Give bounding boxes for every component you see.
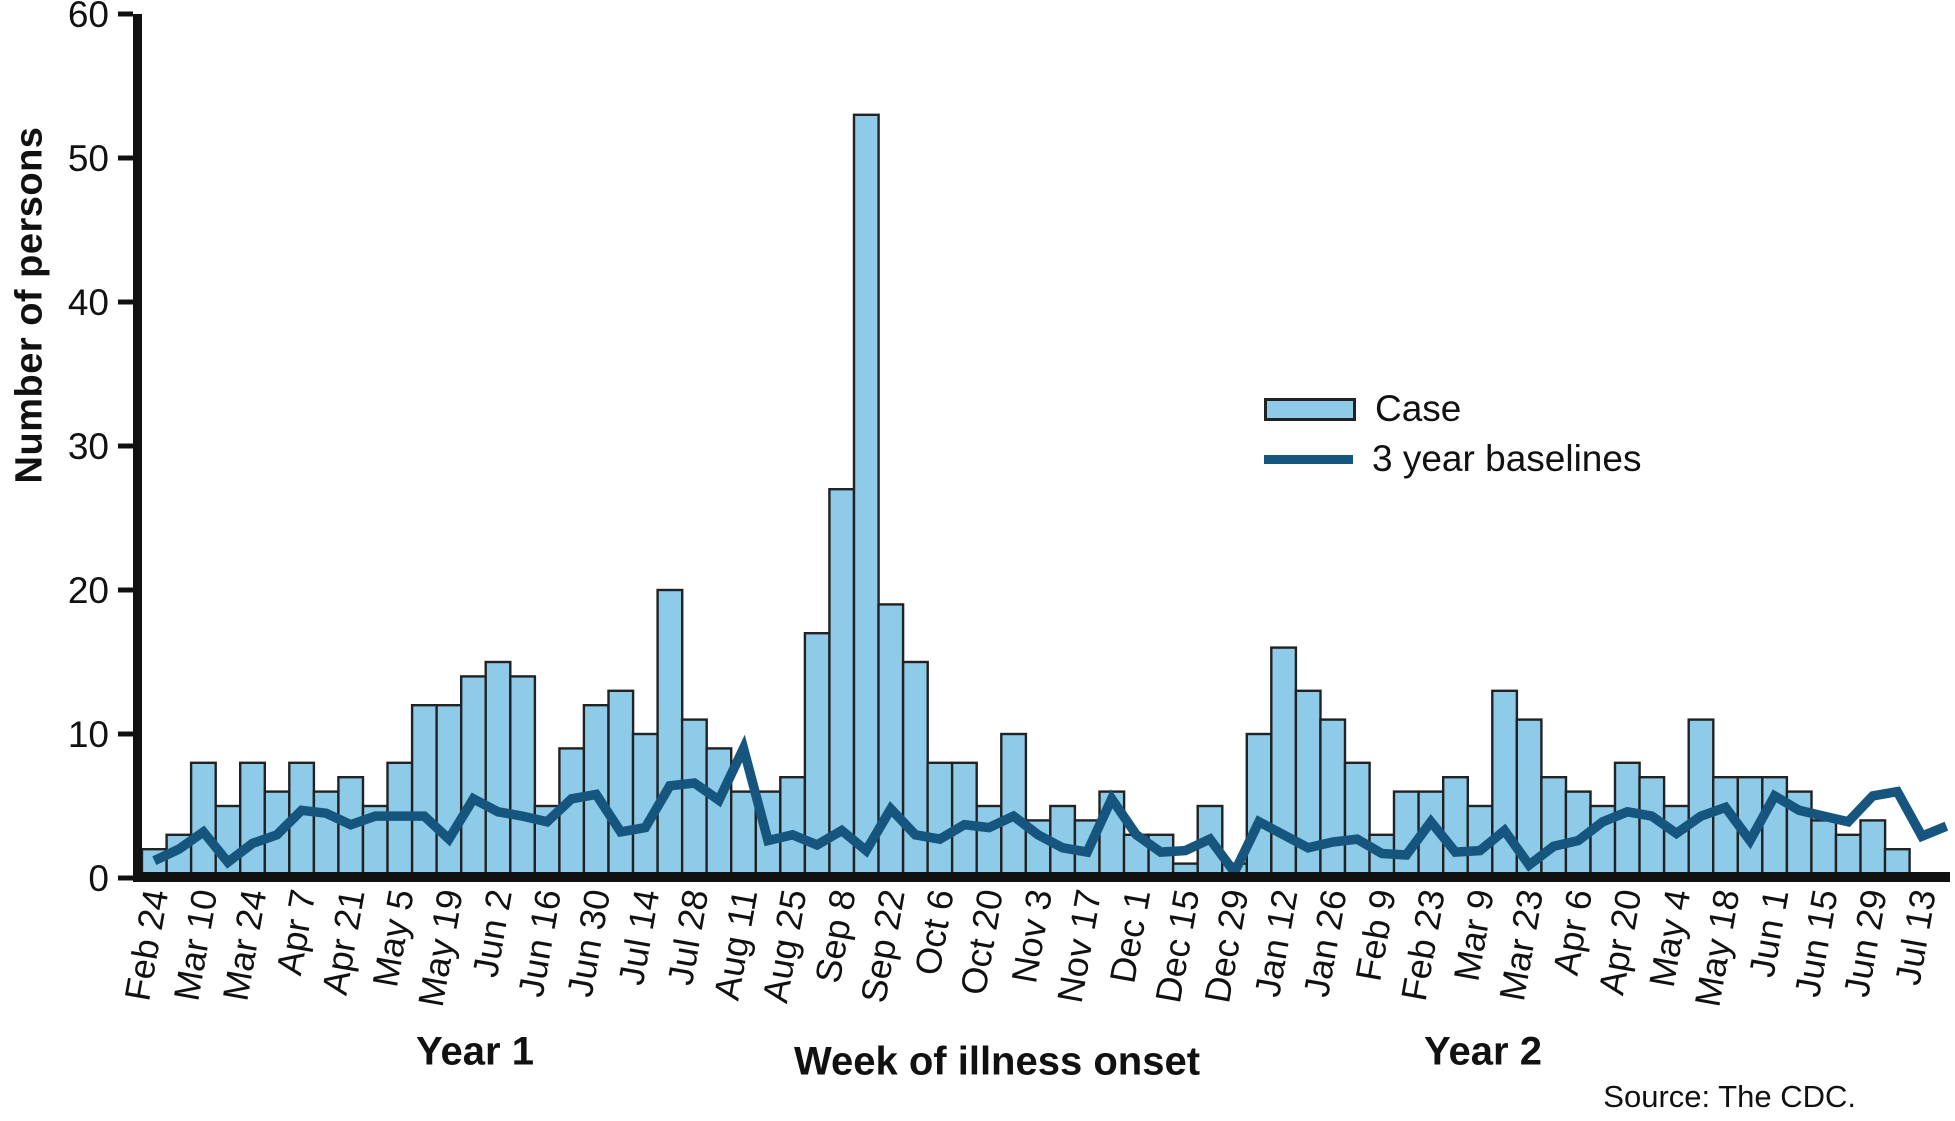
case-bar bbox=[460, 675, 488, 876]
baseline-line-swatch-icon bbox=[1264, 454, 1353, 464]
case-bar bbox=[877, 603, 905, 876]
case-bar bbox=[509, 675, 537, 876]
case-bar bbox=[238, 761, 266, 876]
y-tick-mark bbox=[118, 587, 133, 593]
x-tick-label: Jun 30 bbox=[559, 886, 618, 1000]
case-bar bbox=[1343, 761, 1371, 876]
y-tick-mark bbox=[118, 875, 133, 881]
case-bar bbox=[1859, 819, 1887, 876]
y-tick-label: 30 bbox=[68, 426, 109, 467]
x-tick-label: May 5 bbox=[364, 886, 421, 990]
legend-item-case: Case bbox=[1264, 384, 1641, 434]
y-axis-line bbox=[133, 14, 142, 881]
case-bar bbox=[582, 704, 610, 876]
x-tick-label: Feb 23 bbox=[1393, 886, 1453, 1003]
legend-case-label: Case bbox=[1375, 388, 1462, 429]
y-tick-mark bbox=[118, 443, 133, 449]
case-bar bbox=[926, 761, 954, 876]
y-tick-label: 0 bbox=[88, 858, 109, 899]
x-tick-label: Sep 8 bbox=[807, 886, 864, 986]
x-tick-label: Mar 9 bbox=[1446, 886, 1502, 984]
case-bar bbox=[435, 704, 463, 876]
x-tick-label: Jul 28 bbox=[659, 886, 716, 988]
y-ticks: 0 10 20 30 40 50 60 bbox=[68, 0, 133, 899]
x-axis-line bbox=[133, 872, 1950, 882]
x-tick-label: Dec 1 bbox=[1101, 886, 1158, 986]
x-tick-label: Mar 23 bbox=[1491, 886, 1551, 1003]
case-bar bbox=[1319, 718, 1347, 876]
case-bar bbox=[1392, 790, 1420, 876]
y-tick-mark bbox=[118, 731, 133, 737]
case-bar bbox=[1245, 732, 1273, 876]
case-bar bbox=[828, 488, 856, 876]
y-tick-label: 40 bbox=[68, 282, 109, 323]
x-tick-label: Apr 6 bbox=[1545, 886, 1600, 978]
x-tick-label: Apr 7 bbox=[268, 886, 323, 978]
case-bar bbox=[1441, 776, 1469, 876]
x-tick-label: May 4 bbox=[1641, 886, 1698, 990]
case-bar bbox=[950, 761, 978, 876]
legend-baseline-label: 3 year baselines bbox=[1372, 438, 1642, 479]
case-bar bbox=[1810, 819, 1838, 876]
x-axis-title: Week of illness onset bbox=[793, 1039, 1201, 1084]
case-bar-swatch-icon bbox=[1264, 397, 1356, 421]
legend-item-baselines: 3 year baselines bbox=[1264, 434, 1641, 484]
chart-legend: Case 3 year baselines bbox=[1264, 384, 1641, 484]
case-bar bbox=[1662, 804, 1690, 876]
case-bar bbox=[1883, 848, 1911, 876]
y-axis-title: Number of persons bbox=[8, 126, 51, 484]
x-tick-label: Jul 13 bbox=[1887, 886, 1944, 988]
case-bar bbox=[312, 790, 340, 876]
baseline-curve bbox=[152, 734, 1949, 882]
case-bar bbox=[852, 113, 880, 876]
case-bar bbox=[410, 704, 438, 876]
case-bar bbox=[730, 790, 758, 876]
x-tick-label: Oct 20 bbox=[952, 886, 1011, 998]
case-bars bbox=[140, 113, 1911, 876]
x-tick-label: Jun 29 bbox=[1836, 886, 1895, 1000]
case-bar bbox=[607, 689, 635, 876]
x-tick-label: Oct 6 bbox=[906, 886, 961, 978]
case-bar bbox=[1687, 718, 1715, 876]
x-tick-label: Jun 1 bbox=[1741, 886, 1797, 980]
case-bar bbox=[1834, 833, 1862, 876]
x-tick-label: Jun 2 bbox=[464, 886, 520, 980]
y-tick-mark bbox=[118, 155, 133, 161]
case-bar bbox=[779, 776, 807, 876]
case-bar bbox=[680, 718, 708, 876]
case-bar bbox=[189, 761, 217, 876]
year-1-annotation: Year 1 bbox=[416, 1029, 534, 1074]
x-tick-label: Mar 24 bbox=[215, 886, 275, 1003]
y-tick-label: 50 bbox=[68, 138, 109, 179]
x-tick-label: Feb 9 bbox=[1347, 886, 1403, 984]
y-tick-label: 10 bbox=[68, 714, 109, 755]
source-note: Source: The CDC. bbox=[1603, 1079, 1856, 1114]
x-tick-label: Nov 3 bbox=[1003, 886, 1060, 986]
y-tick-mark bbox=[118, 11, 133, 17]
y-tick-label: 60 bbox=[68, 0, 109, 35]
case-bar bbox=[1000, 732, 1028, 876]
y-tick-label: 20 bbox=[68, 570, 109, 611]
year-2-annotation: Year 2 bbox=[1424, 1029, 1542, 1074]
axes bbox=[133, 14, 1950, 882]
y-tick-mark bbox=[118, 299, 133, 305]
case-bar bbox=[1540, 776, 1568, 876]
case-bar bbox=[656, 588, 684, 876]
x-tick-label: Jan 26 bbox=[1295, 886, 1354, 1000]
case-bar bbox=[901, 660, 929, 876]
case-bar bbox=[975, 804, 1003, 876]
x-tick-label: Jul 14 bbox=[610, 886, 667, 988]
case-bar bbox=[705, 747, 733, 876]
case-bar bbox=[484, 660, 512, 876]
